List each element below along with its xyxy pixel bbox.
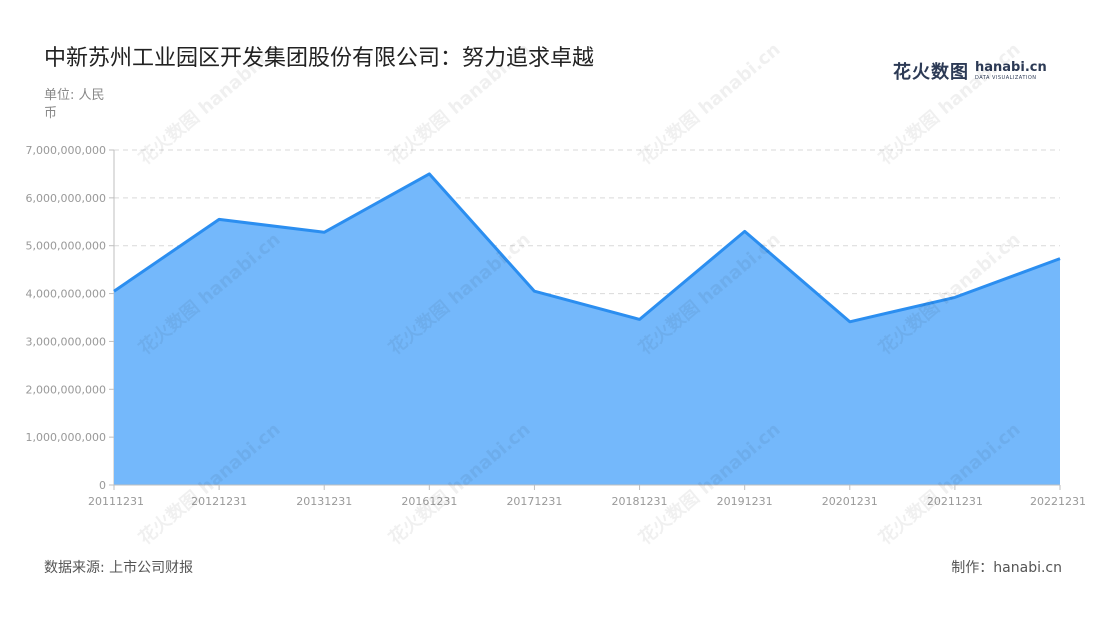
x-tick-label: 20161231 [401, 495, 457, 508]
credit: 制作：hanabi.cn [951, 560, 1062, 576]
y-tick-label: 5,000,000,000 [26, 240, 106, 253]
brand-logo: 花火数图 hanabi.cn DATA VISUALIZATION [893, 58, 1047, 84]
y-axis-ticks: 0 1,000,000,000 2,000,000,000 3,000,000,000… [26, 144, 115, 492]
y-tick-label: 4,000,000,000 [26, 288, 106, 301]
x-tick-label: 20221231 [1030, 495, 1086, 508]
x-axis-ticks: 20111231 20121231 20131231 20161231 20171231… [88, 485, 1086, 508]
x-tick-label: 20211231 [927, 495, 983, 508]
y-tick-label: 6,000,000,000 [26, 192, 106, 205]
x-tick-label: 20201231 [822, 495, 878, 508]
chart-title: 中新苏州工业园区开发集团股份有限公司：努力追求卓越 [44, 46, 595, 71]
y-tick-label: 0 [99, 479, 106, 492]
unit-label: 单位: 人民币 [44, 88, 105, 121]
y-tick-label: 7,000,000,000 [26, 144, 106, 157]
y-tick-label: 1,000,000,000 [26, 431, 106, 444]
logo-en-text: hanabi.cn [975, 60, 1047, 75]
x-tick-label: 20131231 [296, 495, 352, 508]
x-tick-label: 20181231 [612, 495, 668, 508]
y-tick-label: 3,000,000,000 [26, 335, 106, 348]
x-tick-label: 20191231 [717, 495, 773, 508]
x-tick-label: 20121231 [191, 495, 247, 508]
logo-en: hanabi.cn DATA VISUALIZATION [975, 61, 1047, 81]
data-source: 数据来源: 上市公司财报 [44, 560, 194, 576]
y-tick-label: 2,000,000,000 [26, 383, 106, 396]
x-tick-label: 20171231 [506, 495, 562, 508]
area-fill [114, 173, 1060, 485]
x-tick-label: 20111231 [88, 495, 144, 508]
logo-en-subtext: DATA VISUALIZATION [975, 75, 1037, 81]
series-line [113, 172, 1061, 324]
logo-cn-text: 花火数图 [893, 62, 969, 83]
